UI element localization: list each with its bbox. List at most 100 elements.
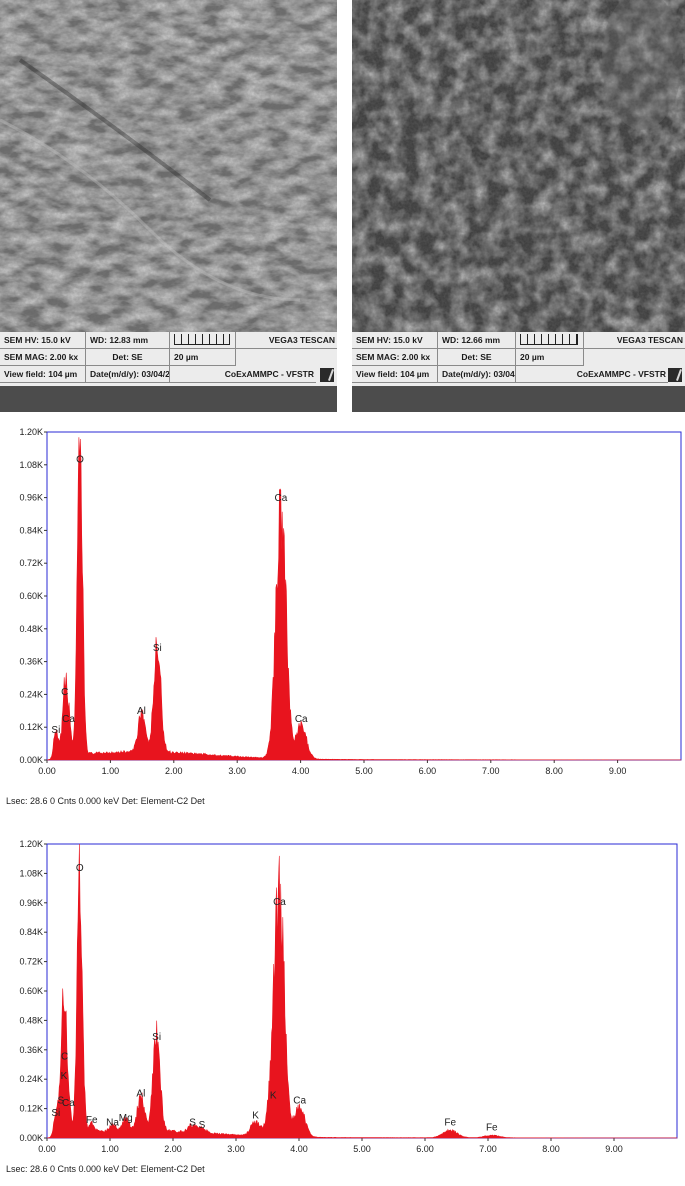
y-tick-label: 0.36K: [19, 1045, 43, 1055]
sem-micrograph-right: SEM HV: 15.0 kV WD: 12.66 mm VEGA3 TESCA…: [352, 0, 685, 412]
y-tick-label: 0.00K: [19, 755, 43, 765]
x-tick-label: 3.00: [228, 766, 246, 776]
peak-label: S: [189, 1118, 196, 1129]
peak-label: Fe: [486, 1123, 498, 1134]
y-tick-label: 0.12K: [19, 722, 43, 732]
peak-label: Fe: [86, 1115, 98, 1126]
peak-label: Fe: [444, 1118, 456, 1129]
sem-wd: WD: 12.83 mm: [86, 332, 170, 349]
peak-label: Si: [51, 725, 60, 736]
y-tick-label: 0.72K: [19, 558, 43, 568]
sem-scale-label: 20 µm: [516, 349, 584, 366]
peak-label: Na: [106, 1118, 119, 1129]
sem-lab: CoExAMMPC - VFSTR: [170, 366, 316, 383]
x-tick-label: 9.00: [605, 1144, 623, 1154]
x-tick-label: 2.00: [165, 766, 183, 776]
y-tick-label: 0.24K: [19, 689, 43, 699]
y-tick-label: 0.24K: [19, 1074, 43, 1084]
y-tick-label: 0.72K: [19, 957, 43, 967]
peak-label: Ca: [62, 714, 75, 725]
x-tick-label: 4.00: [290, 1144, 308, 1154]
y-tick-label: 1.20K: [19, 839, 43, 849]
y-tick-label: 0.60K: [19, 591, 43, 601]
spectrum-area: [46, 843, 678, 1139]
peak-label: C: [61, 687, 68, 698]
tescan-logo-icon: [320, 368, 334, 382]
peak-label: S: [199, 1120, 206, 1131]
y-tick-label: 1.08K: [19, 460, 43, 470]
x-tick-label: 0.00: [38, 766, 56, 776]
peak-label: O: [76, 863, 84, 874]
y-tick-label: 0.36K: [19, 657, 43, 667]
y-tick-label: 0.84K: [19, 927, 43, 937]
peak-label: K: [270, 1091, 277, 1102]
sem-hv: SEM HV: 15.0 kV: [352, 332, 438, 349]
eds-footer-1: Lsec: 28.6 0 Cnts 0.000 keV Det: Element…: [6, 796, 205, 806]
eds-spectrum-1: 0.00K 0.12K 0.24K 0.36K 0.48K 0.60K 0.72K 0.84K…: [0, 424, 685, 808]
peak-label: Al: [136, 1088, 145, 1099]
eds-spectrum-2-plot: 0.00K0.12K0.24K0.36K0.48K0.60K0.72K0.84K…: [19, 839, 678, 1154]
x-tick-label: 4.00: [292, 766, 310, 776]
x-tick-label: 6.00: [419, 766, 437, 776]
peak-label: Si: [153, 643, 162, 654]
sem-wd: WD: 12.66 mm: [438, 332, 516, 349]
peak-label: Mg: [119, 1113, 133, 1124]
y-tick-label: 0.48K: [19, 1015, 43, 1025]
sem-scalebar-cell: [170, 332, 236, 349]
x-tick-label: 2.00: [164, 1144, 182, 1154]
peak-label: C: [61, 1052, 68, 1063]
sem-image-right: [352, 0, 685, 332]
y-tick-label: 0.96K: [19, 898, 43, 908]
peak-label: K: [252, 1110, 259, 1121]
x-tick-label: 9.00: [609, 766, 627, 776]
sem-image-left: [0, 0, 337, 332]
sem-micrograph-left: SEM HV: 15.0 kV WD: 12.83 mm VEGA3 TESCA…: [0, 0, 337, 412]
sem-hv: SEM HV: 15.0 kV: [0, 332, 86, 349]
x-tick-label: 0.00: [38, 1144, 56, 1154]
sem-lab: CoExAMMPC - VFSTR: [516, 366, 668, 383]
sem-view-field: View field: 104 µm: [0, 366, 86, 383]
y-tick-label: 0.84K: [19, 525, 43, 535]
sem-date: Date(m/d/y): 03/04/22: [86, 366, 170, 383]
y-tick-label: 0.48K: [19, 624, 43, 634]
tescan-logo-icon: [668, 368, 682, 382]
sem-date: Date(m/d/y): 03/04/22: [438, 366, 516, 383]
x-tick-label: 1.00: [101, 1144, 119, 1154]
peak-label: K: [61, 1071, 68, 1082]
x-tick-label: 7.00: [479, 1144, 497, 1154]
x-tick-label: 5.00: [355, 766, 373, 776]
peak-label: Ca: [273, 897, 286, 908]
sem-brand: VEGA3 TESCAN: [236, 332, 337, 349]
x-tick-label: 7.00: [482, 766, 500, 776]
eds-spectrum-2: 0.00K 0.12K 0.24K 0.36K 0.48K 0.60K 0.72K 0.84K…: [0, 838, 685, 1184]
x-tick-label: 8.00: [545, 766, 563, 776]
sem-scalebar: [174, 334, 230, 345]
sem-bottom-border: [0, 386, 337, 412]
x-tick-label: 5.00: [353, 1144, 371, 1154]
peak-label: Al: [137, 706, 146, 717]
sem-bottom-border: [352, 386, 685, 412]
peak-label: Ca: [295, 714, 308, 725]
y-tick-label: 0.60K: [19, 986, 43, 996]
peak-label: O: [76, 455, 84, 466]
sem-mag: SEM MAG: 2.00 kx: [352, 349, 438, 366]
sem-scalebar-cell: [516, 332, 584, 349]
peak-label: Ca: [293, 1096, 306, 1107]
peak-label: Ca: [275, 493, 288, 504]
y-tick-label: 0.96K: [19, 493, 43, 503]
x-tick-label: 1.00: [102, 766, 120, 776]
sem-det: Det: SE: [438, 349, 516, 366]
sem-mag: SEM MAG: 2.00 kx: [0, 349, 86, 366]
y-tick-label: 0.00K: [19, 1133, 43, 1143]
spectrum-area: [46, 437, 682, 761]
sem-view-field: View field: 104 µm: [352, 366, 438, 383]
peak-label: Ca: [62, 1098, 75, 1109]
peak-label: Si: [152, 1032, 161, 1043]
y-tick-label: 0.12K: [19, 1104, 43, 1114]
sem-brand: VEGA3 TESCAN: [584, 332, 685, 349]
peak-label: Si: [51, 1108, 60, 1119]
x-tick-label: 3.00: [227, 1144, 245, 1154]
y-tick-label: 1.08K: [19, 868, 43, 878]
peak-label: S: [58, 1096, 65, 1107]
x-tick-label: 8.00: [542, 1144, 560, 1154]
